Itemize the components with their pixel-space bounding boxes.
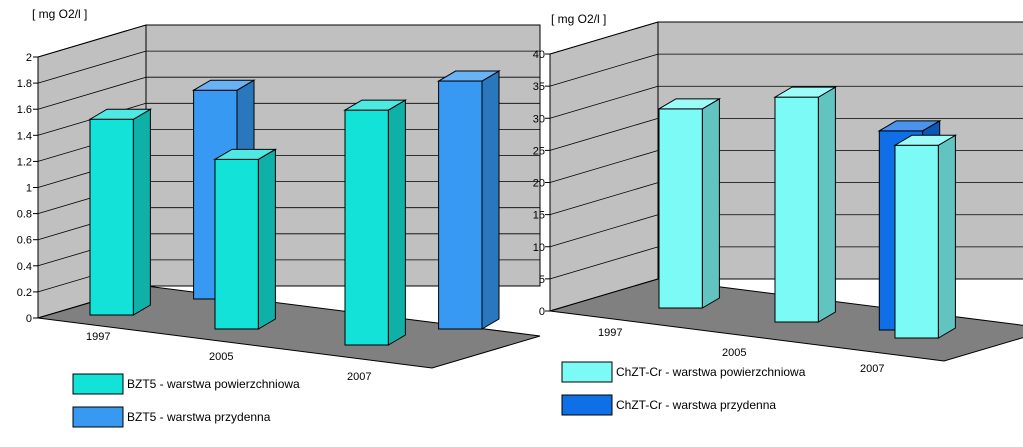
gridline-side [549, 53, 659, 87]
y-tick-label: 0 [539, 306, 545, 318]
bar-side [937, 134, 956, 339]
y-tick-label: 2 [26, 52, 32, 64]
bar-chzt-cr-2005 [773, 86, 838, 323]
bar-top [436, 70, 501, 82]
bar-bzt5-2005 [213, 148, 278, 330]
y-tick-label: 5 [539, 274, 545, 286]
unit-label: [ mg O2/l ] [551, 12, 606, 26]
y-tick-label: 0 [26, 313, 32, 325]
bar-side [257, 148, 276, 330]
bar-front [89, 118, 134, 316]
y-tick-label: 0.2 [17, 287, 32, 299]
y-tick-label: 1 [26, 183, 32, 195]
y-tick-label: 1.8 [17, 78, 32, 90]
bar-side [387, 99, 406, 346]
bar-front [894, 144, 939, 339]
legend-swatch [72, 373, 124, 395]
y-tick-label: 35 [533, 81, 545, 93]
bar-front [774, 96, 819, 323]
gridline-side [37, 24, 147, 58]
gridline-side [549, 182, 659, 216]
gridline-side [37, 50, 147, 84]
y-tick-label: 1.4 [17, 130, 32, 142]
gridline-side [549, 150, 659, 183]
chart-1: 0 0.2 0.4 0.6 0.8 1 1.2 1.4 1.6 1.8 2 [ mg O2/l ] 19… [17, 7, 541, 428]
legend-label: BZT5 - warstwa powierzchniowa [127, 377, 300, 391]
bar-top [877, 120, 942, 132]
gridline-side [549, 214, 659, 248]
chart-2: 0 5 10 15 20 25 30 35 40 [ mg O2/l ] 1997 2005 2007 C… [533, 12, 1023, 416]
gridline-side [549, 21, 659, 55]
gridline-side [37, 76, 147, 110]
x-tick-label: 1997 [86, 331, 110, 343]
bar-top [893, 134, 958, 146]
y-tick-label: 10 [533, 242, 545, 254]
bar-bzt5-1997 [88, 108, 153, 316]
y-tick-label: 0.8 [17, 209, 32, 221]
bar-top [343, 99, 408, 111]
y-tick-label: 0.6 [17, 235, 32, 247]
unit-label: [ mg O2/l ] [32, 7, 87, 21]
bar-side [701, 97, 720, 309]
bar-chzt-cr-2007 [893, 134, 958, 339]
bar-front [344, 109, 389, 346]
bar-top [773, 86, 838, 98]
bar-top [88, 108, 153, 120]
bar-bzt5-2007 [343, 99, 408, 346]
gridline-side [549, 278, 659, 312]
gridline-side [549, 246, 659, 280]
bar-side [481, 70, 500, 330]
bar-bzt5-2007 [436, 70, 501, 330]
y-tick-label: 25 [533, 145, 545, 157]
legend-label: ChZT-Cr - warstwa powierzchniowa [616, 365, 806, 379]
y-tick-label: 1.6 [17, 104, 32, 116]
x-tick-label: 2005 [209, 351, 233, 363]
legend-label: BZT5 - warstwa przydenna [127, 410, 271, 424]
x-tick-label: 2007 [860, 363, 884, 375]
bar-side [132, 108, 151, 316]
y-tick-label: 30 [533, 113, 545, 125]
bar-front [214, 158, 259, 330]
x-tick-label: 1997 [598, 327, 622, 339]
x-tick-label: 2007 [347, 371, 371, 383]
y-tick-label: 15 [533, 210, 545, 222]
legend-swatch [561, 361, 613, 383]
bar-chzt-cr-1997 [657, 97, 722, 309]
y-tick-label: 40 [533, 49, 545, 61]
legend-label: ChZT-Cr - warstwa przydenna [616, 398, 776, 412]
legend-swatch [561, 394, 613, 416]
gridline-side [549, 85, 659, 119]
bar-front [438, 80, 483, 330]
bar-top [657, 98, 722, 110]
y-tick-label: 1.2 [17, 156, 32, 168]
x-tick-label: 2005 [722, 347, 746, 359]
bar-top [213, 148, 278, 160]
legend-swatch [72, 406, 124, 428]
gridline-side [549, 117, 659, 151]
y-tick-label: 20 [533, 178, 545, 190]
bar-top [191, 79, 256, 91]
bar-side [817, 86, 836, 323]
y-tick-label: 0.4 [17, 261, 32, 273]
bar-front [658, 108, 703, 309]
